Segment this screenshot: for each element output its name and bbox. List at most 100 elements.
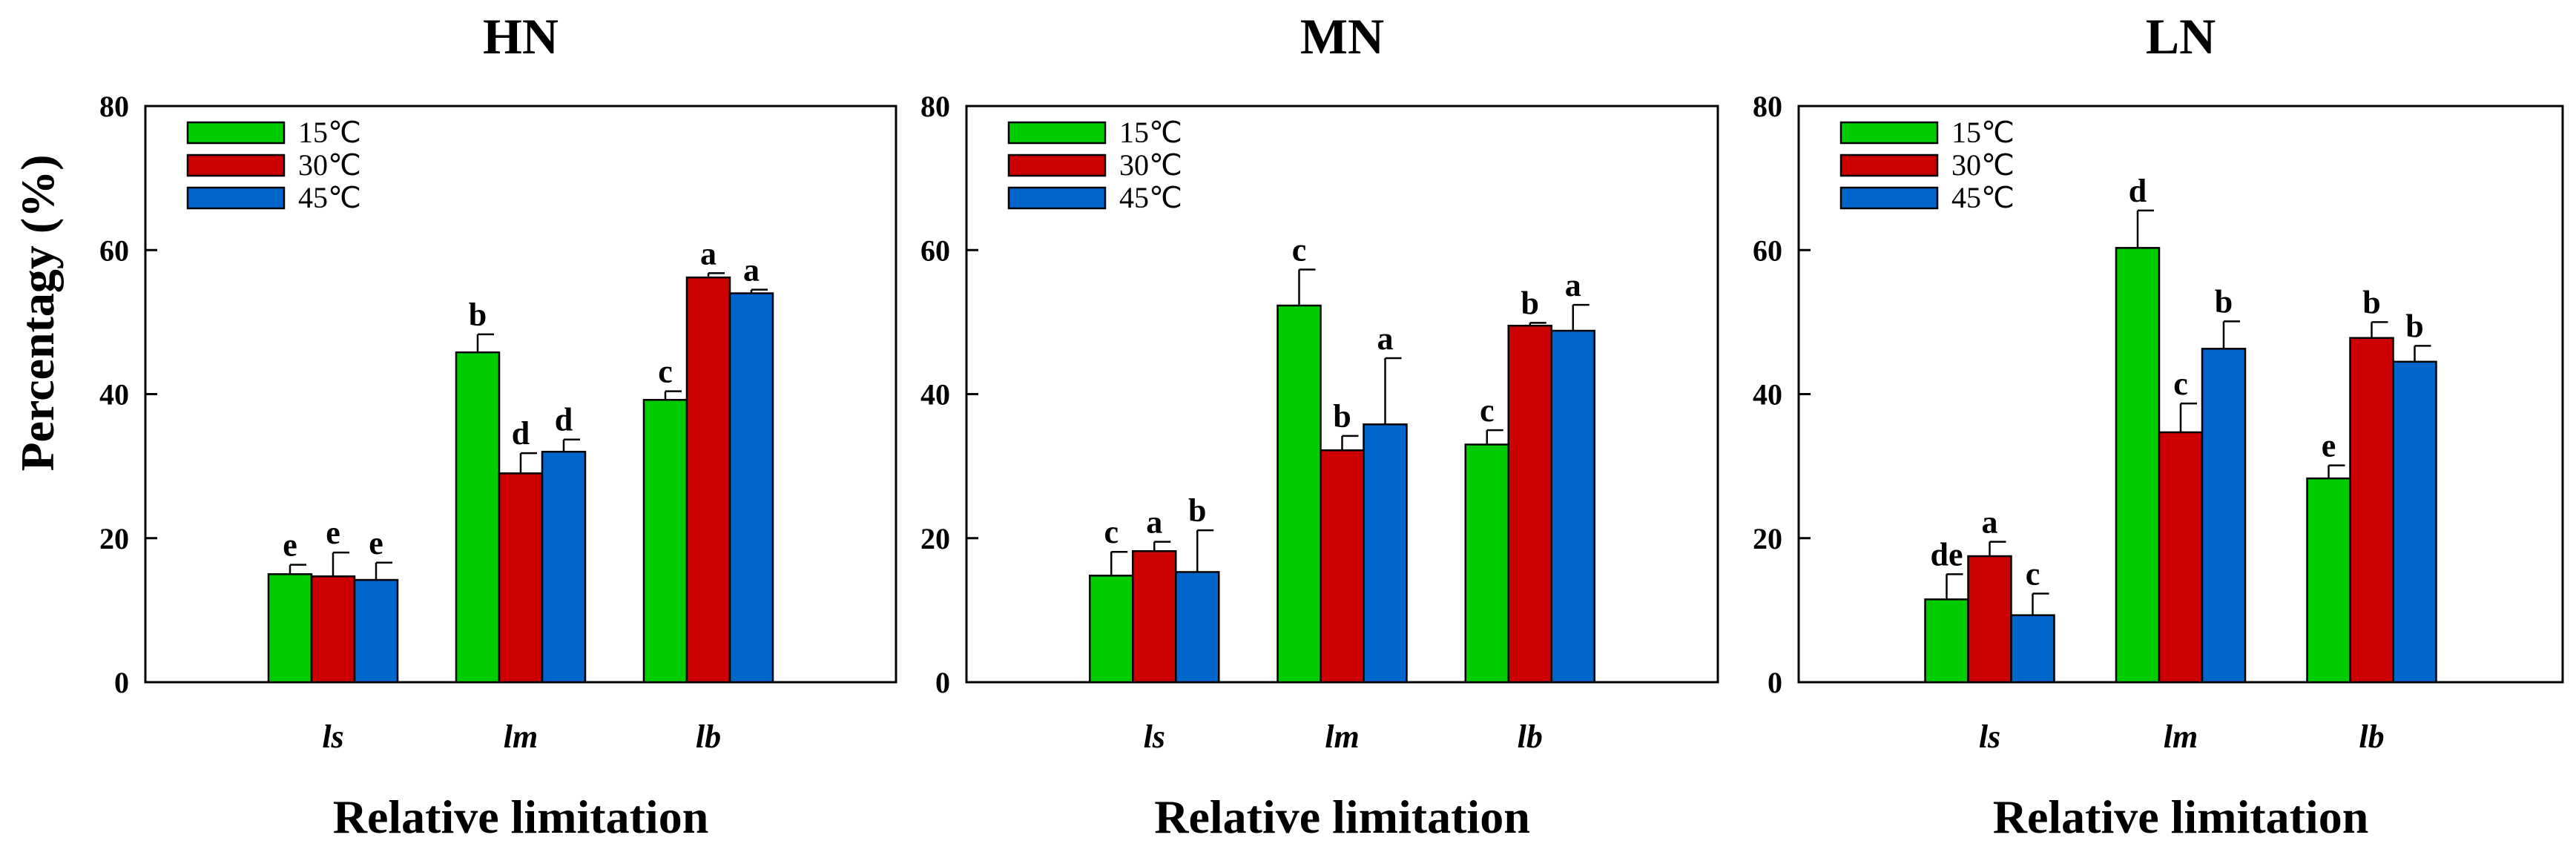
x-axis-label: Relative limitation bbox=[1993, 790, 2369, 843]
bar-ls-series-1 bbox=[267, 573, 313, 684]
bar-ls-series-2 bbox=[310, 575, 356, 684]
x-axis-label: Relative limitation bbox=[333, 790, 709, 843]
x-tick-label: lb bbox=[2359, 719, 2384, 755]
bar-lb-series-1 bbox=[642, 399, 688, 684]
legend-label-1: 15℃ bbox=[1951, 116, 2015, 149]
y-tick-label: 60 bbox=[1753, 234, 1782, 267]
x-tick-label: ls bbox=[1144, 719, 1165, 755]
significance-label: d bbox=[2129, 173, 2147, 209]
legend-label-2: 30℃ bbox=[1951, 148, 2015, 182]
legend-label-1: 15℃ bbox=[1119, 116, 1182, 149]
bar-lm-series-1 bbox=[2115, 247, 2161, 684]
significance-label: c bbox=[1104, 514, 1119, 550]
bar-ls-series-3 bbox=[2010, 614, 2055, 684]
legend-label-3: 45℃ bbox=[1951, 181, 2015, 214]
significance-label: c bbox=[1480, 392, 1495, 429]
bar-lb-series-3 bbox=[728, 292, 774, 684]
significance-label: c bbox=[1292, 231, 1307, 268]
significance-label: a bbox=[743, 252, 760, 288]
panel-title: LN bbox=[2146, 8, 2216, 65]
y-tick-label: 40 bbox=[1753, 378, 1782, 412]
panel-title: MN bbox=[1300, 8, 1384, 65]
legend-swatch-2 bbox=[1007, 153, 1107, 177]
legend-swatch-1 bbox=[1007, 121, 1107, 145]
significance-label: b bbox=[469, 297, 487, 333]
bar-lb-series-2 bbox=[685, 276, 731, 684]
significance-label: d bbox=[512, 415, 530, 452]
bar-ls-series-3 bbox=[353, 578, 399, 684]
x-tick-label: ls bbox=[1979, 719, 2000, 755]
y-tick-label: 20 bbox=[99, 522, 129, 555]
bar-ls-series-2 bbox=[1132, 549, 1177, 684]
significance-label: d bbox=[555, 402, 573, 438]
y-tick-label: 40 bbox=[99, 378, 129, 412]
bar-ls-series-1 bbox=[1089, 575, 1134, 684]
bar-lb-series-2 bbox=[2349, 337, 2394, 684]
significance-label: a bbox=[1565, 267, 1581, 303]
y-tick-label: 40 bbox=[920, 378, 950, 412]
significance-label: b bbox=[2362, 284, 2380, 320]
legend: 15℃30℃45℃ bbox=[186, 116, 361, 214]
bar-lm-series-3 bbox=[2201, 348, 2247, 684]
significance-label: e bbox=[2322, 428, 2336, 464]
bar-lb-series-3 bbox=[2392, 360, 2437, 684]
x-tick-label: lm bbox=[2164, 719, 2198, 755]
legend-swatch-1 bbox=[1839, 121, 1939, 145]
y-tick-label: 0 bbox=[114, 666, 129, 699]
y-tick-label: 80 bbox=[1753, 90, 1782, 123]
bar-ls-series-2 bbox=[1967, 555, 2012, 684]
significance-label: b bbox=[1521, 285, 1539, 321]
bar-lm-series-2 bbox=[498, 472, 544, 684]
significance-label: c bbox=[2173, 366, 2188, 402]
significance-label: e bbox=[369, 525, 383, 561]
legend: 15℃30℃45℃ bbox=[1839, 116, 2015, 214]
legend-label-2: 30℃ bbox=[298, 148, 361, 182]
x-tick-label: lb bbox=[696, 719, 721, 755]
legend-swatch-3 bbox=[1007, 186, 1107, 210]
legend-label-1: 15℃ bbox=[298, 116, 361, 149]
y-tick-label: 60 bbox=[920, 234, 950, 267]
bar-lb-series-3 bbox=[1550, 329, 1595, 684]
significance-label: c bbox=[2026, 556, 2040, 592]
significance-label: c bbox=[658, 354, 673, 390]
bar-ls-series-3 bbox=[1175, 571, 1220, 684]
y-axis-label: Percentagy (%) bbox=[11, 154, 64, 471]
bar-lb-series-1 bbox=[1464, 443, 1509, 684]
legend-swatch-2 bbox=[186, 153, 286, 177]
bar-ls-series-1 bbox=[1924, 598, 1969, 684]
significance-label: a bbox=[1146, 504, 1162, 541]
bar-lm-series-3 bbox=[541, 450, 587, 684]
legend-swatch-3 bbox=[1839, 186, 1939, 210]
y-tick-label: 60 bbox=[99, 234, 129, 267]
x-tick-label: lm bbox=[504, 719, 538, 755]
x-tick-label: lb bbox=[1518, 719, 1543, 755]
legend-swatch-1 bbox=[186, 121, 286, 145]
significance-label: e bbox=[326, 515, 340, 551]
significance-label: e bbox=[283, 527, 297, 564]
y-tick-label: 80 bbox=[99, 90, 129, 123]
bar-lm-series-2 bbox=[1320, 449, 1365, 684]
significance-label: a bbox=[1377, 320, 1394, 357]
significance-label: a bbox=[1982, 504, 1998, 541]
bar-lm-series-1 bbox=[455, 351, 501, 684]
y-tick-label: 20 bbox=[1753, 522, 1782, 555]
y-tick-label: 20 bbox=[920, 522, 950, 555]
legend-swatch-3 bbox=[186, 186, 286, 210]
bar-lb-series-1 bbox=[2306, 477, 2351, 684]
significance-label: b bbox=[1333, 398, 1351, 435]
x-axis-label: Relative limitation bbox=[1154, 790, 1530, 843]
bar-lb-series-2 bbox=[1507, 324, 1552, 684]
significance-label: a bbox=[700, 235, 717, 271]
legend-label-3: 45℃ bbox=[298, 181, 361, 214]
significance-label: de bbox=[1931, 536, 1963, 572]
panel-title: HN bbox=[483, 8, 559, 65]
x-tick-label: lm bbox=[1325, 719, 1359, 755]
legend-label-2: 30℃ bbox=[1119, 148, 1182, 182]
legend: 15℃30℃45℃ bbox=[1007, 116, 1182, 214]
legend-swatch-2 bbox=[1839, 153, 1939, 177]
